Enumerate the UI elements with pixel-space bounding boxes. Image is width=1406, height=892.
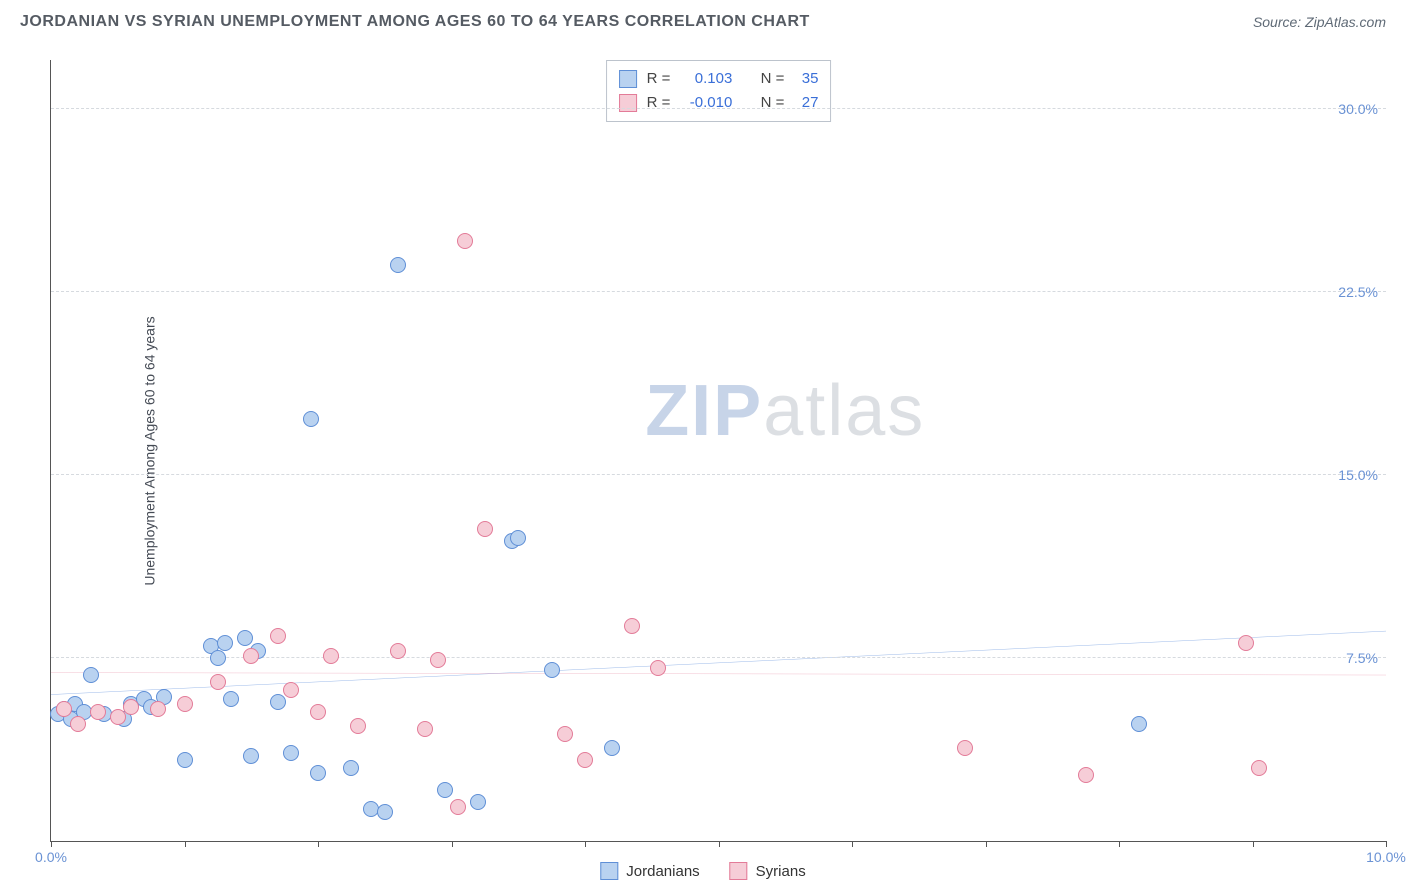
data-point	[450, 799, 466, 815]
data-point	[437, 782, 453, 798]
data-point	[310, 765, 326, 781]
data-point	[377, 804, 393, 820]
legend-swatch	[730, 862, 748, 880]
x-tick	[986, 841, 987, 847]
header: JORDANIAN VS SYRIAN UNEMPLOYMENT AMONG A…	[0, 0, 1406, 44]
data-point	[417, 721, 433, 737]
source-credit: Source: ZipAtlas.com	[1253, 14, 1386, 30]
correlation-row: R = 0.103 N = 35	[619, 67, 819, 91]
data-point	[283, 682, 299, 698]
n-label: N =	[761, 67, 785, 91]
legend-item: Syrians	[730, 862, 806, 880]
watermark-atlas: atlas	[763, 371, 925, 451]
legend-swatch	[600, 862, 618, 880]
data-point	[350, 718, 366, 734]
r-label: R =	[647, 91, 671, 115]
legend-label: Syrians	[756, 863, 806, 880]
plot-container: Unemployment Among Ages 60 to 64 years Z…	[50, 60, 1386, 842]
plot-area: ZIPatlas R = 0.103 N = 35 R = -0.010 N = 27…	[50, 60, 1386, 842]
watermark: ZIPatlas	[645, 370, 925, 452]
data-point	[957, 740, 973, 756]
data-point	[343, 760, 359, 776]
data-point	[177, 696, 193, 712]
y-tick-label: 22.5%	[1338, 284, 1378, 300]
data-point	[237, 630, 253, 646]
data-point	[243, 648, 259, 664]
data-point	[123, 699, 139, 715]
legend-swatch	[619, 94, 637, 112]
data-point	[624, 618, 640, 634]
x-tick-label: 0.0%	[35, 849, 67, 865]
data-point	[243, 748, 259, 764]
r-label: R =	[647, 67, 671, 91]
correlation-row: R = -0.010 N = 27	[619, 91, 819, 115]
data-point	[557, 726, 573, 742]
trend-line	[51, 673, 1386, 675]
data-point	[210, 650, 226, 666]
gridline	[51, 474, 1386, 475]
chart-title: JORDANIAN VS SYRIAN UNEMPLOYMENT AMONG A…	[20, 13, 810, 31]
x-tick	[1119, 841, 1120, 847]
x-tick-label: 10.0%	[1366, 849, 1406, 865]
data-point	[217, 635, 233, 651]
data-point	[56, 701, 72, 717]
y-tick-label: 30.0%	[1338, 101, 1378, 117]
data-point	[303, 411, 319, 427]
legend-item: Jordanians	[600, 862, 699, 880]
data-point	[283, 745, 299, 761]
data-point	[544, 662, 560, 678]
data-point	[1251, 760, 1267, 776]
data-point	[510, 530, 526, 546]
n-value: 35	[794, 67, 818, 91]
x-tick	[585, 841, 586, 847]
n-label: N =	[761, 91, 785, 115]
legend-swatch	[619, 70, 637, 88]
x-tick	[719, 841, 720, 847]
correlation-legend: R = 0.103 N = 35 R = -0.010 N = 27	[606, 60, 832, 122]
data-point	[390, 643, 406, 659]
data-point	[210, 674, 226, 690]
watermark-zip: ZIP	[645, 371, 763, 451]
data-point	[1131, 716, 1147, 732]
data-point	[323, 648, 339, 664]
data-point	[604, 740, 620, 756]
data-point	[577, 752, 593, 768]
y-tick-label: 7.5%	[1346, 650, 1378, 666]
gridline	[51, 108, 1386, 109]
r-value: 0.103	[680, 67, 732, 91]
series-legend: Jordanians Syrians	[600, 862, 805, 880]
data-point	[270, 694, 286, 710]
data-point	[457, 233, 473, 249]
r-value: -0.010	[680, 91, 732, 115]
gridline	[51, 291, 1386, 292]
data-point	[223, 691, 239, 707]
legend-label: Jordanians	[626, 863, 699, 880]
data-point	[1238, 635, 1254, 651]
data-point	[270, 628, 286, 644]
data-point	[70, 716, 86, 732]
trendlines	[51, 60, 1386, 841]
x-tick	[452, 841, 453, 847]
data-point	[477, 521, 493, 537]
x-tick	[852, 841, 853, 847]
x-tick	[1386, 841, 1387, 847]
x-tick	[51, 841, 52, 847]
n-value: 27	[794, 91, 818, 115]
data-point	[470, 794, 486, 810]
x-tick	[318, 841, 319, 847]
y-tick-label: 15.0%	[1338, 467, 1378, 483]
data-point	[177, 752, 193, 768]
x-tick	[1253, 841, 1254, 847]
data-point	[1078, 767, 1094, 783]
data-point	[90, 704, 106, 720]
data-point	[650, 660, 666, 676]
data-point	[150, 701, 166, 717]
x-tick	[185, 841, 186, 847]
data-point	[390, 257, 406, 273]
data-point	[310, 704, 326, 720]
data-point	[83, 667, 99, 683]
data-point	[430, 652, 446, 668]
